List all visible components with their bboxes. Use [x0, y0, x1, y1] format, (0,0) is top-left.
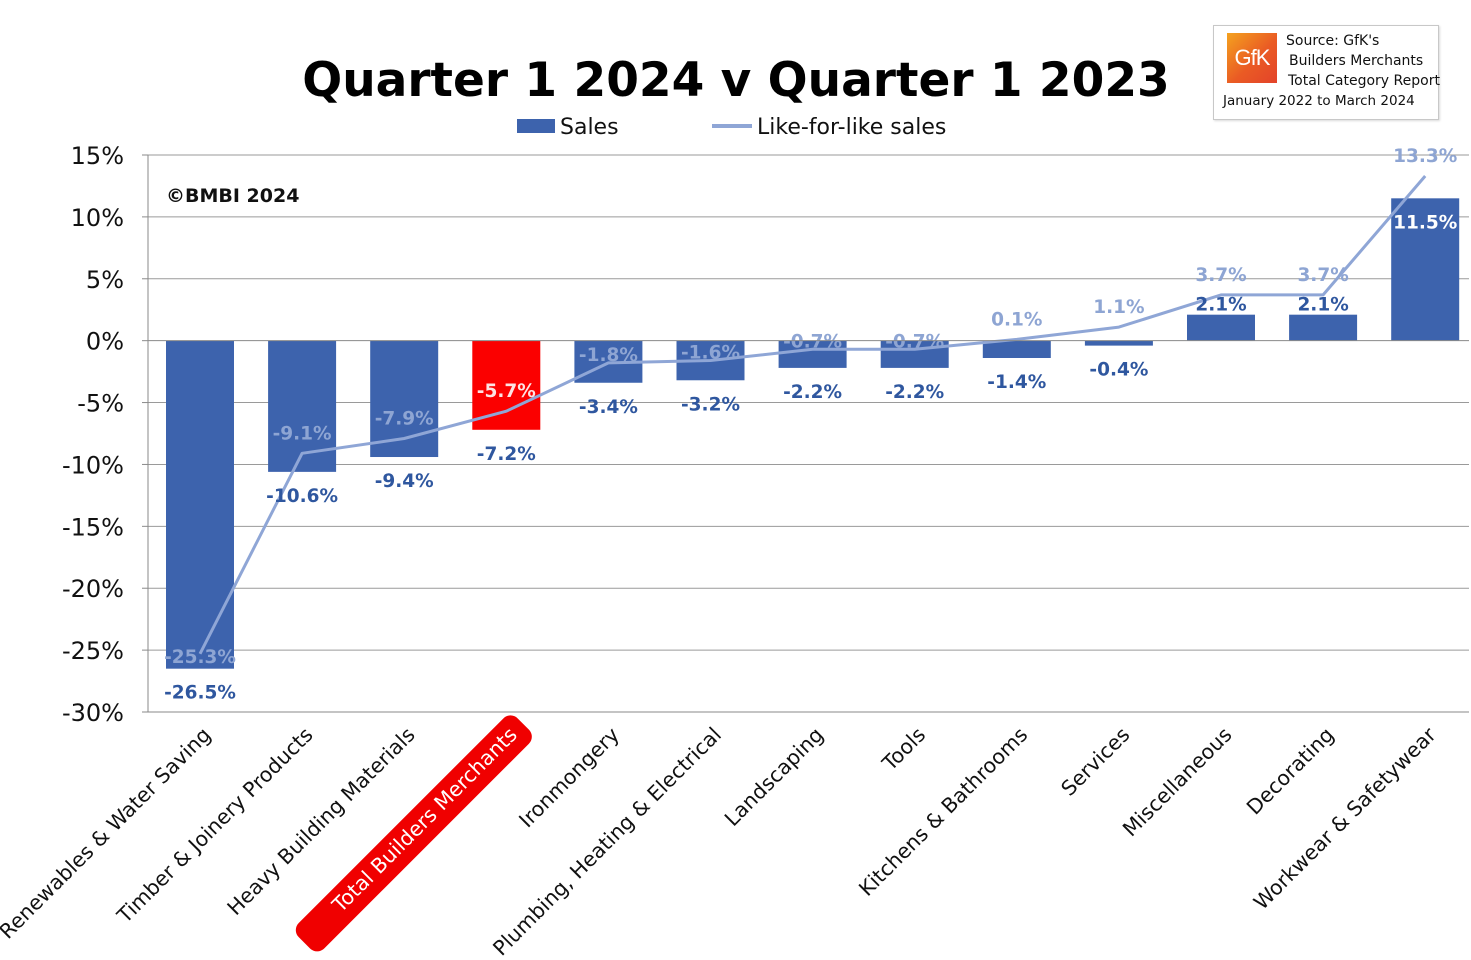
category-label-group: Tools	[877, 723, 930, 776]
lfl-data-label: -5.7%	[477, 381, 536, 402]
y-tick-label: -30%	[62, 699, 124, 727]
lfl-data-label: -25.3%	[164, 647, 236, 668]
category-label: Total Builders Merchants	[327, 723, 522, 918]
lfl-data-label: -1.6%	[681, 342, 740, 363]
sales-bar	[1187, 314, 1255, 341]
y-tick-label: -25%	[62, 637, 124, 665]
source-line-3: Total Category Report	[1288, 73, 1440, 89]
chart-text: Quarter 1 2024 v Quarter 1 2023 ©BMBI 20…	[166, 53, 1170, 207]
category-label: Heavy Building Materials	[222, 723, 419, 920]
source-box: GfK Source: GfK's Builders Merchants Tot…	[1213, 25, 1440, 120]
legend: Sales Like-for-like sales	[517, 115, 946, 140]
y-tick-label: 15%	[71, 142, 124, 170]
category-label-group: Plumbing, Heating & Electrical	[488, 723, 726, 960]
lfl-data-label: 13.3%	[1393, 146, 1457, 167]
sales-data-label: -7.2%	[477, 444, 536, 465]
sales-data-label: 11.5%	[1393, 212, 1457, 233]
y-tick-label: -15%	[62, 513, 124, 541]
lfl-series-line	[198, 175, 1427, 655]
sales-data-label: -3.4%	[579, 397, 638, 418]
category-label-group: Decorating	[1242, 723, 1339, 820]
category-label: Tools	[877, 723, 930, 776]
lfl-line	[198, 175, 1427, 655]
category-label: Plumbing, Heating & Electrical	[488, 723, 726, 960]
copyright-watermark: ©BMBI 2024	[166, 185, 299, 207]
source-text: Source: GfK's Builders Merchants Total C…	[1286, 31, 1440, 91]
lfl-data-label: -9.1%	[273, 423, 332, 444]
source-line-2: Builders Merchants	[1289, 53, 1424, 69]
data-labels: -26.5% -10.6% -9.4% -7.2% -3.4% -3.2% -2.2% -2.…	[164, 146, 1457, 704]
y-tick-label: -5%	[77, 390, 124, 418]
highlight-pill	[295, 715, 532, 952]
legend-label-lfl: Like-for-like sales	[757, 115, 946, 140]
gfk-logo: GfK	[1227, 33, 1277, 83]
sales-data-label: 2.1%	[1195, 295, 1246, 316]
category-label-group: Miscellaneous	[1118, 723, 1237, 842]
sales-data-label: -3.2%	[681, 394, 740, 415]
y-tick-label: 0%	[86, 328, 124, 356]
category-label: Timber & Joinery Products	[112, 723, 318, 929]
y-tick-label: -20%	[62, 575, 124, 603]
axes: 15% 10% 5% 0% -5% -10% -15% -20% -25% -30%	[62, 142, 1469, 727]
source-date-range: January 2022 to March 2024	[1223, 93, 1415, 109]
sales-bar	[1084, 340, 1153, 346]
category-label-group: Kitchens & Bathrooms	[854, 723, 1032, 901]
y-tick-label: 5%	[86, 266, 124, 294]
category-label-group: Services	[1056, 723, 1134, 801]
category-label: Kitchens & Bathrooms	[854, 723, 1032, 901]
sales-bar	[1391, 198, 1460, 341]
sales-data-label: -1.4%	[987, 372, 1046, 393]
category-label-group: Heavy Building Materials	[222, 723, 419, 920]
sales-bar	[880, 340, 949, 368]
sales-bar	[166, 340, 234, 669]
category-label: Workwear & Safetywear	[1249, 722, 1441, 914]
sales-bar	[778, 340, 847, 368]
lfl-data-label: 1.1%	[1093, 297, 1144, 318]
sales-data-label: -26.5%	[164, 683, 236, 704]
category-label: Miscellaneous	[1118, 723, 1237, 842]
category-label-group: Renewables & Water Saving	[0, 723, 216, 944]
category-label-group: Landscaping	[720, 723, 828, 831]
sales-data-label: -0.4%	[1089, 360, 1148, 381]
category-label-group: Workwear & Safetywear	[1249, 722, 1441, 914]
y-tick-label: -10%	[62, 451, 124, 479]
sales-data-label: -2.2%	[885, 382, 944, 403]
sales-bar	[982, 340, 1051, 358]
chart-title: Quarter 1 2024 v Quarter 1 2023	[302, 53, 1170, 108]
category-label: Landscaping	[720, 723, 828, 831]
sales-data-label: -9.4%	[375, 471, 434, 492]
category-label: Services	[1056, 723, 1134, 801]
category-label: Renewables & Water Saving	[0, 723, 216, 944]
sales-bar	[472, 340, 541, 430]
category-label-group: Timber & Joinery Products	[112, 723, 318, 929]
lfl-data-label: -0.7%	[885, 331, 944, 352]
sales-data-label: 2.1%	[1297, 295, 1348, 316]
lfl-data-label: 3.7%	[1195, 265, 1246, 286]
sales-data-label: -10.6%	[266, 486, 338, 507]
sales-bar	[1289, 314, 1358, 341]
category-label: Decorating	[1242, 723, 1339, 820]
y-tick-label: 10%	[71, 204, 124, 232]
lfl-data-label: 3.7%	[1297, 265, 1348, 286]
lfl-data-label: -7.9%	[375, 408, 434, 429]
lfl-data-label: -1.8%	[579, 345, 638, 366]
gridlines	[148, 154, 1469, 651]
legend-swatch-sales	[517, 119, 555, 133]
bars	[166, 198, 1460, 669]
legend-label-sales: Sales	[560, 115, 619, 140]
lfl-data-label: -0.7%	[783, 331, 842, 352]
source-line-1: Source: GfK's	[1286, 33, 1380, 49]
category-label-group: Total Builders Merchants	[295, 715, 532, 952]
lfl-data-label: 0.1%	[991, 309, 1042, 330]
sales-data-label: -2.2%	[783, 382, 842, 403]
